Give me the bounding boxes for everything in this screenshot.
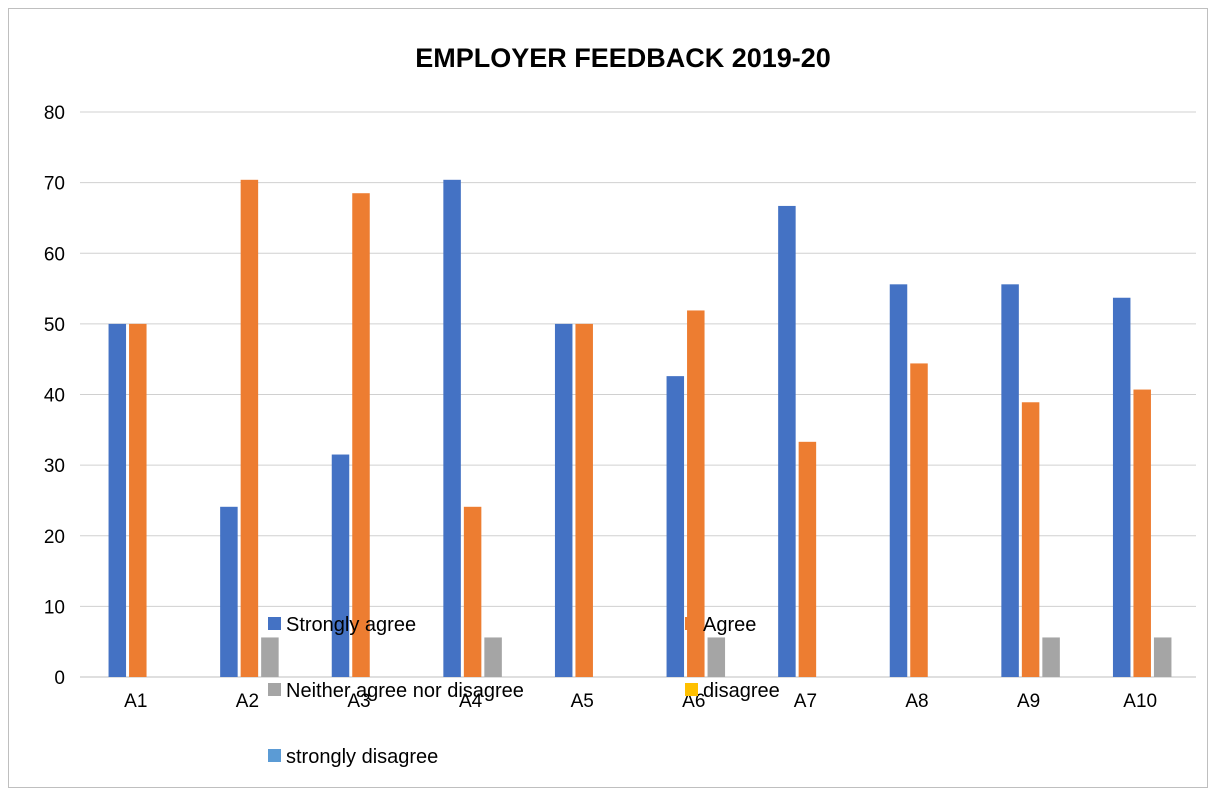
bar-strongly-agree-a1 (108, 323, 127, 677)
bar-agree-a6 (687, 310, 705, 677)
y-axis-ticks: 0 10 20 30 40 50 60 70 80 (44, 103, 65, 689)
bar-neither-agree-nor-disagree-a10 (1153, 637, 1172, 677)
legend-swatch-disagree (685, 683, 698, 696)
bar-strongly-agree-a4 (443, 179, 461, 678)
chart-title: EMPLOYER FEEDBACK 2019-20 (415, 43, 831, 73)
y-tick-label: 80 (44, 103, 65, 124)
y-tick-label: 20 (44, 527, 65, 548)
legend-label: Strongly agree (286, 614, 416, 636)
bar-strongly-agree-a7 (778, 205, 796, 677)
bar-agree-a8 (910, 363, 928, 677)
x-tick-label: A10 (1123, 691, 1157, 712)
legend-swatch-strongly-disagree (268, 749, 281, 762)
bar-strongly-agree-a10 (1112, 297, 1131, 677)
x-axis-ticks: A1 A2 A3 A4 A5 A6 A7 A8 A9 A10 (124, 691, 1157, 712)
bars (108, 179, 1172, 678)
x-tick-label: A8 (905, 691, 928, 712)
bar-agree-a7 (798, 441, 817, 677)
legend-label: disagree (703, 680, 780, 702)
y-tick-label: 60 (44, 244, 65, 265)
bar-strongly-agree-a8 (889, 284, 908, 677)
y-tick-label: 10 (44, 597, 65, 618)
x-tick-label: A6 (682, 691, 705, 712)
legend-label: Neither agree nor disagree (286, 680, 524, 702)
x-tick-label: A4 (459, 691, 483, 712)
legend-label: Agree (703, 614, 756, 636)
bar-strongly-agree-a6 (666, 376, 685, 677)
bar-strongly-agree-a2 (220, 506, 238, 677)
bar-agree-a10 (1133, 389, 1151, 677)
chart-frame: EMPLOYER FEEDBACK 2019-20 0 10 20 30 40 50 60 7… (8, 8, 1208, 788)
x-tick-label: A1 (124, 691, 147, 712)
bar-neither-agree-nor-disagree-a9 (1042, 637, 1060, 677)
x-tick-label: A9 (1017, 691, 1040, 712)
bar-neither-agree-nor-disagree-a4 (484, 637, 502, 677)
gridlines (80, 111, 1196, 678)
x-tick-label: A2 (236, 691, 259, 712)
bar-agree-a9 (1021, 402, 1040, 677)
legend: Strongly agree Agree Neither agree nor dis… (268, 614, 780, 768)
bar-agree-a4 (463, 506, 482, 677)
bar-strongly-agree-a3 (331, 454, 350, 677)
bar-strongly-agree-a9 (1001, 284, 1019, 677)
bar-agree-a1 (129, 323, 147, 677)
x-tick-label: A7 (794, 691, 817, 712)
y-tick-label: 40 (44, 386, 65, 407)
y-tick-label: 70 (44, 174, 65, 195)
x-tick-label: A3 (347, 691, 370, 712)
bar-agree-a3 (352, 193, 370, 677)
x-tick-label: A5 (571, 691, 594, 712)
bar-strongly-agree-a5 (554, 323, 573, 677)
legend-label: strongly disagree (286, 746, 438, 768)
y-tick-label: 0 (54, 668, 65, 689)
bar-chart: EMPLOYER FEEDBACK 2019-20 0 10 20 30 40 50 60 7… (44, 43, 1196, 768)
bar-neither-agree-nor-disagree-a2 (261, 637, 279, 677)
legend-swatch-agree (685, 617, 698, 630)
legend-swatch-neither-agree-nor-disagree (268, 683, 281, 696)
bar-agree-a5 (575, 323, 593, 677)
bar-agree-a2 (240, 179, 259, 678)
y-tick-label: 30 (44, 456, 65, 477)
y-tick-label: 50 (44, 315, 65, 336)
bar-neither-agree-nor-disagree-a6 (707, 637, 726, 677)
legend-swatch-strongly-agree (268, 617, 281, 630)
